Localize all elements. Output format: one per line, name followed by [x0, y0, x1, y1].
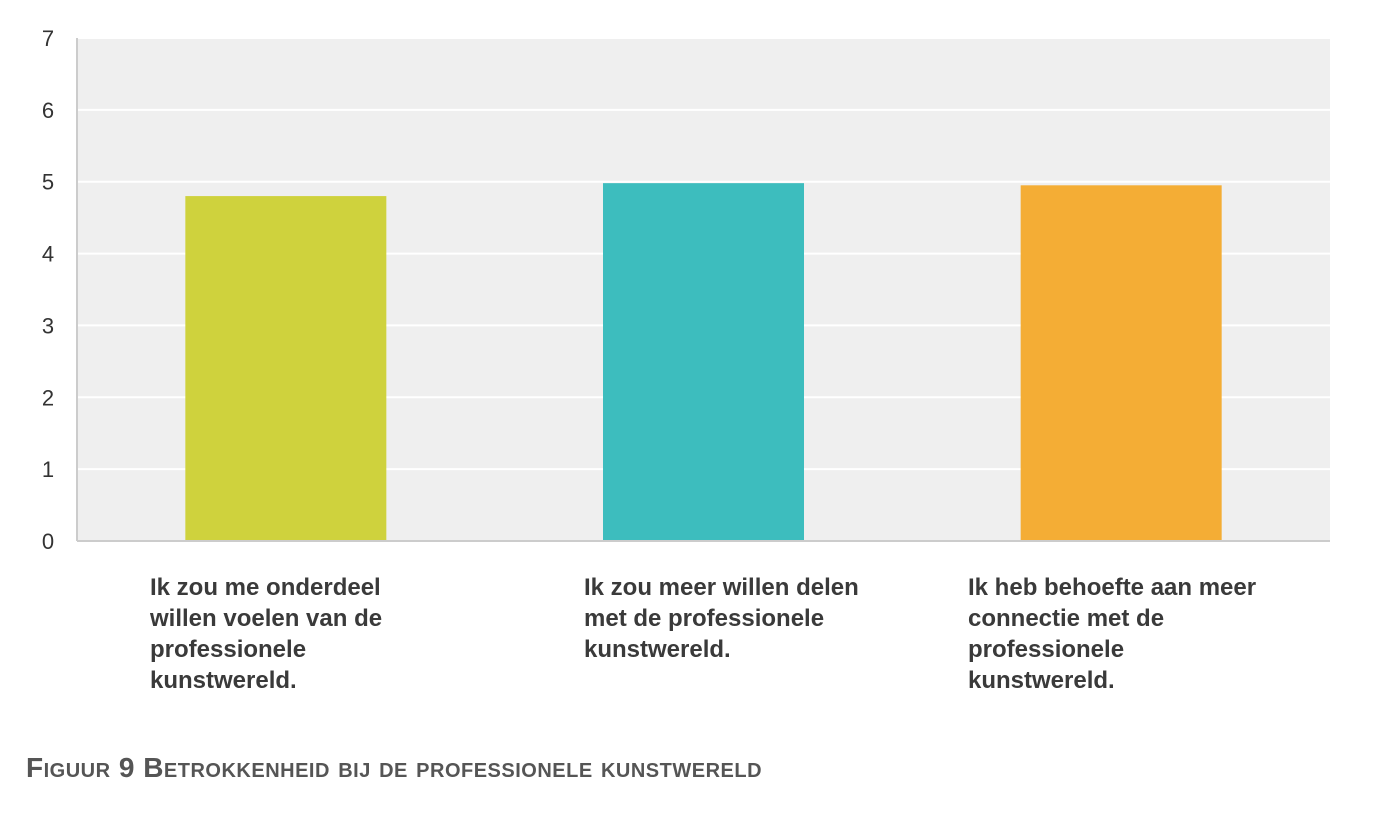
- y-tick-label: 0: [42, 529, 54, 554]
- y-tick-label: 3: [42, 313, 54, 338]
- bars: [185, 183, 1222, 542]
- y-tick-label: 5: [42, 170, 54, 195]
- bar-3: [1020, 185, 1222, 542]
- caption-text: Betrokkenheid bij de professionele kunst…: [143, 752, 763, 783]
- category-label-3: Ik heb behoefte aan meer connectie met d…: [968, 574, 1257, 694]
- figure-caption: Figuur 9 Betrokkenheid bij de profession…: [26, 752, 762, 784]
- y-tick-label: 7: [42, 26, 54, 51]
- y-axis-ticks: 0 1 2 3 4 5 6 7: [42, 26, 54, 554]
- y-tick-label: 2: [42, 385, 54, 410]
- bar-2: [603, 183, 804, 541]
- category-label-1: Ik zou me onderdeel willen voelen van de…: [150, 574, 383, 694]
- y-tick-label: 6: [42, 98, 54, 123]
- bar-chart: 0 1 2 3 4 5 6 7: [42, 26, 1330, 554]
- bar-1: [185, 196, 387, 542]
- y-tick-label: 1: [42, 457, 54, 482]
- category-label-2: Ik zou meer willen delen met de professi…: [584, 574, 859, 663]
- caption-label: Figuur 9: [26, 752, 135, 783]
- y-tick-label: 4: [42, 242, 54, 267]
